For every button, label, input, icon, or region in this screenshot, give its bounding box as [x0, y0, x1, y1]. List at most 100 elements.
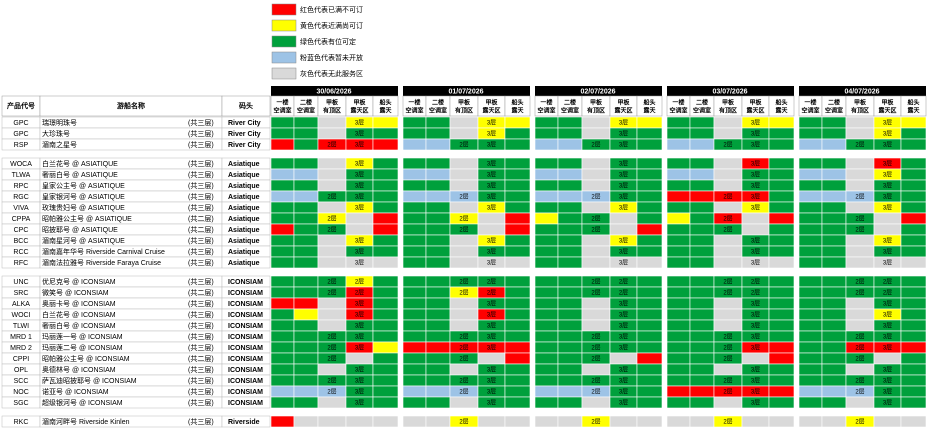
deck-count: (共三层) [188, 181, 214, 190]
cell-note: 3层 [355, 400, 364, 407]
cell-note: 2层 [327, 142, 336, 149]
status-cell [402, 308, 427, 321]
status-cell [449, 297, 479, 310]
cell-note: 3层 [751, 334, 760, 341]
date-header [799, 86, 926, 96]
status-cell [345, 223, 374, 236]
status-cell [768, 297, 795, 310]
cell-note: 2层 [591, 345, 600, 352]
status-cell [768, 245, 795, 258]
status-cell [504, 127, 531, 140]
pier: River City [228, 131, 261, 138]
status-cell [768, 190, 795, 203]
ship-name: 萨瓦迪昭披耶号 @ ICONSIAM [42, 376, 137, 385]
ship-name: 奥德林号 @ ICONSIAM [42, 365, 116, 374]
cell-note: 2层 [459, 290, 468, 297]
cell-note: 2层 [723, 216, 732, 223]
status-cell [768, 385, 795, 398]
status-cell [873, 223, 902, 236]
ship-name: 白兰花号 @ ASIATIQUE [42, 159, 118, 168]
subheader-label: 空调室 [693, 107, 711, 115]
product-code: MRD 2 [10, 345, 32, 352]
pier: Riverside [228, 419, 260, 426]
ship-name: 奥丽卡号 @ ICONSIAM [42, 299, 116, 308]
cell-note: 3层 [751, 194, 760, 201]
status-cell [425, 308, 451, 321]
status-cell [798, 341, 823, 354]
status-cell [666, 138, 691, 151]
status-cell [636, 157, 663, 170]
cell-note: 2层 [459, 216, 468, 223]
row-cell [221, 256, 271, 269]
subheader-label: 露天区 [350, 107, 368, 115]
status-cell [666, 179, 691, 192]
cell-note: 3层 [883, 378, 892, 385]
product-code: SCC [14, 378, 29, 385]
cell-note: 3层 [487, 312, 496, 319]
cell-note: 2层 [855, 194, 864, 201]
status-cell [821, 245, 847, 258]
product-code: CPC [14, 227, 29, 234]
status-cell [293, 319, 319, 332]
product-code: RGC [13, 194, 29, 201]
date-label: 04/07/2026 [844, 88, 879, 95]
subheader-label: 有顶区 [455, 107, 473, 115]
pier: Asiatique [228, 205, 260, 212]
cell-note: 3层 [751, 249, 760, 256]
status-cell [689, 341, 715, 354]
legend-swatch [271, 51, 297, 64]
subheader-cell [636, 95, 663, 117]
status-cell [768, 138, 795, 151]
status-cell [372, 201, 399, 214]
cell-note: 3层 [355, 205, 364, 212]
pier: River City [228, 120, 261, 127]
status-cell [798, 297, 823, 310]
ship-name: 玛丽莲二号 @ ICONSIAM [42, 343, 123, 352]
status-cell [270, 396, 295, 409]
ship-name: 湄南嘉年华号 Riverside Carnival Cruise [42, 247, 165, 256]
status-cell [689, 157, 715, 170]
status-cell [821, 275, 847, 288]
status-cell [425, 116, 451, 129]
cell-note: 2层 [459, 227, 468, 234]
subheader-label: 露天区 [746, 107, 764, 115]
status-cell [581, 396, 611, 409]
cell-note: 3层 [487, 367, 496, 374]
subheader-label: 甲板 [854, 99, 867, 107]
status-cell [900, 256, 927, 269]
status-cell [798, 190, 823, 203]
status-cell [741, 415, 770, 428]
subheader-label: 露天区 [878, 107, 896, 115]
subheader-label: 一楼 [408, 99, 420, 107]
cell-note: 3层 [619, 131, 628, 138]
subheader-label: 一楼 [540, 99, 552, 107]
status-cell [900, 319, 927, 332]
status-cell [768, 234, 795, 247]
cell-note: 2层 [855, 345, 864, 352]
cell-note: 2层 [751, 279, 760, 286]
subheader-label: 甲板 [617, 99, 630, 107]
pier: ICONSIAM [228, 389, 263, 396]
product-code: WOCI [11, 312, 30, 319]
status-cell [581, 363, 611, 376]
status-cell [557, 116, 583, 129]
legend-label: 黄色代表近满尚可订 [300, 21, 363, 30]
status-cell [504, 190, 531, 203]
product-code: RPC [14, 183, 29, 190]
status-cell [666, 127, 691, 140]
cell-note: 2层 [459, 389, 468, 396]
status-cell [504, 297, 531, 310]
status-cell [270, 319, 295, 332]
deck-count: (共三层) [188, 332, 214, 341]
status-cell [557, 168, 583, 181]
product-code: SRC [14, 290, 29, 297]
status-cell [270, 286, 295, 299]
ship-name: 玛丽莲一号 @ ICONSIAM [42, 332, 123, 341]
cell-note: 3层 [355, 334, 364, 341]
status-cell [900, 275, 927, 288]
subheader-label: 露天 [643, 107, 655, 115]
status-cell [581, 116, 611, 129]
legend-swatch [271, 19, 297, 32]
status-cell [557, 223, 583, 236]
status-cell [741, 212, 770, 225]
